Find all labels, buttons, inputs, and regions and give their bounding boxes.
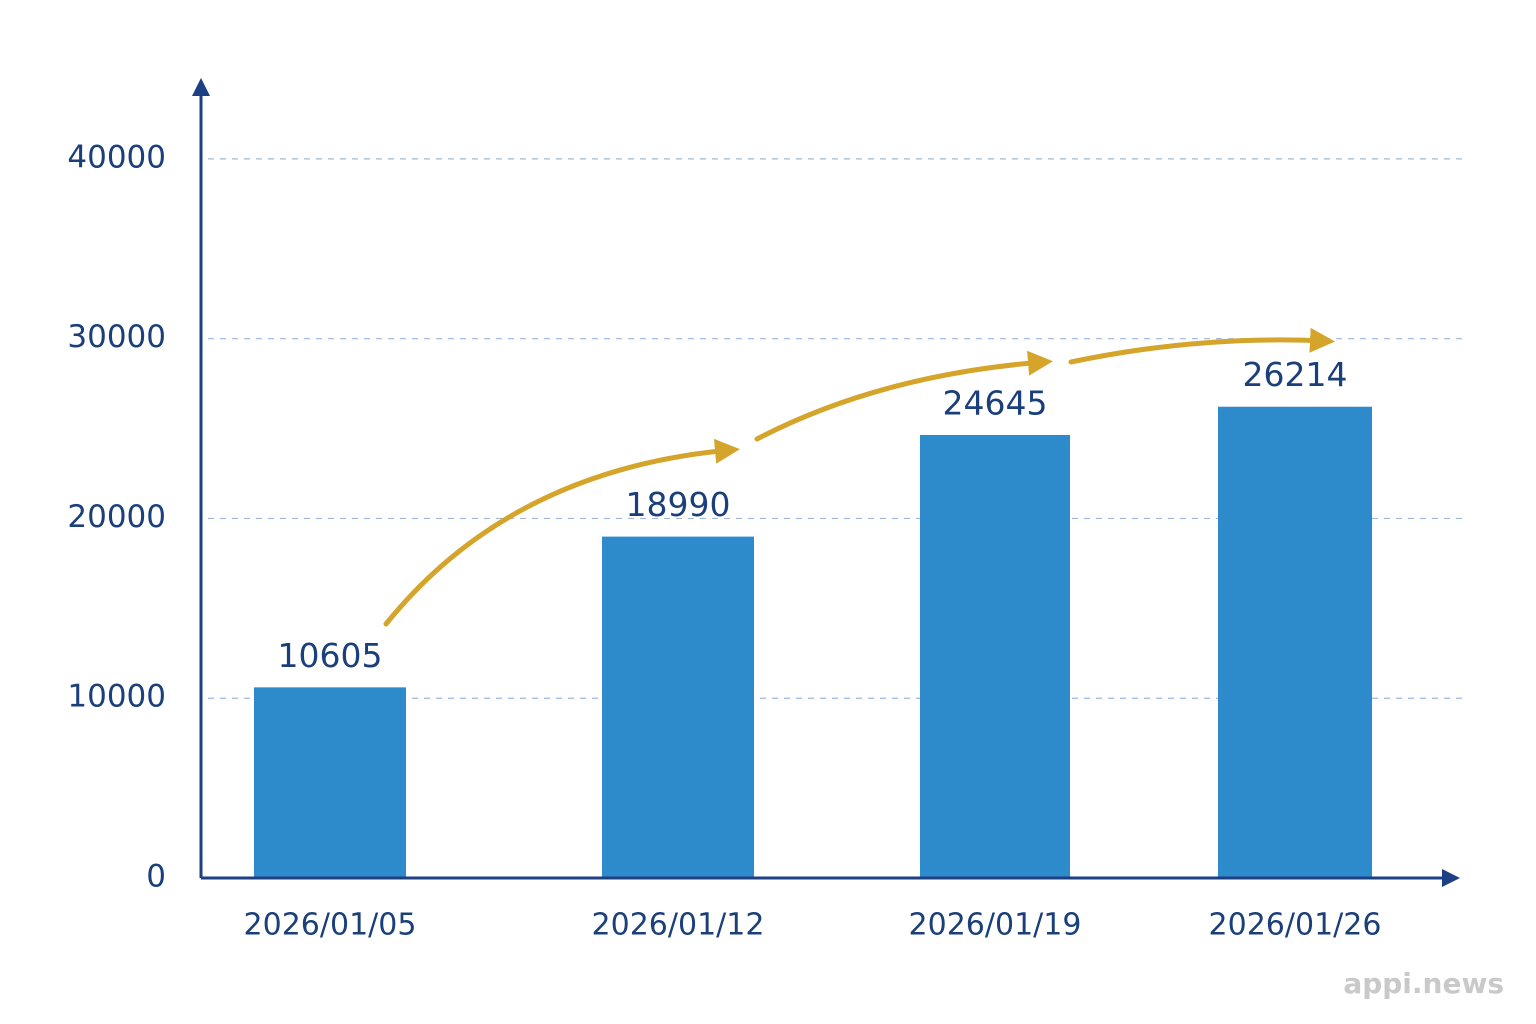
value-label: 10605 bbox=[278, 636, 383, 675]
trend-arrows bbox=[383, 327, 1335, 627]
y-tick-label: 10000 bbox=[67, 679, 166, 715]
x-axis-arrow bbox=[1442, 869, 1460, 887]
y-tick-label: 40000 bbox=[67, 139, 166, 175]
x-tick-label: 2026/01/05 bbox=[244, 908, 417, 943]
bar bbox=[1218, 406, 1372, 878]
y-tick-label: 20000 bbox=[67, 499, 166, 535]
x-tick-label: 2026/01/26 bbox=[1209, 908, 1382, 943]
trend-arrow bbox=[383, 438, 740, 627]
bars bbox=[254, 406, 1372, 878]
y-tick-label: 30000 bbox=[67, 319, 166, 355]
y-axis-arrow bbox=[192, 78, 210, 96]
value-label: 26214 bbox=[1243, 355, 1348, 394]
bar bbox=[920, 434, 1070, 878]
value-label: 24645 bbox=[943, 383, 1048, 422]
x-tick-label: 2026/01/19 bbox=[909, 908, 1082, 943]
bar bbox=[602, 536, 754, 878]
value-label: 18990 bbox=[626, 485, 731, 524]
bar bbox=[254, 687, 406, 878]
trend-arrow bbox=[754, 350, 1053, 442]
watermark: appi.news bbox=[1343, 967, 1504, 1000]
x-tick-label: 2026/01/12 bbox=[592, 908, 765, 943]
trend-arrow bbox=[1068, 327, 1335, 365]
y-tick-label: 0 bbox=[146, 859, 166, 895]
